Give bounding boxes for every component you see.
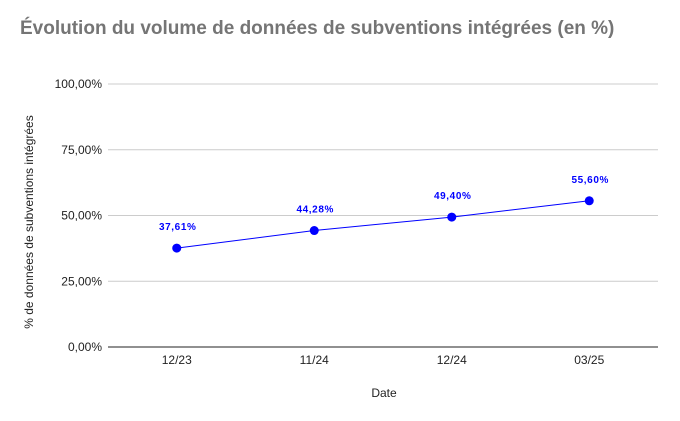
data-label: 44,28% (296, 205, 334, 216)
chart-title: Évolution du volume de données de subven… (20, 18, 615, 39)
x-axis-label: Date (371, 386, 397, 400)
data-label: 37,61% (159, 222, 197, 233)
series-group (172, 196, 594, 253)
data-point (309, 226, 319, 236)
y-tick-label: 75,00% (61, 143, 102, 157)
x-tick-label: 12/24 (437, 353, 467, 367)
data-label: 49,40% (434, 191, 472, 202)
data-point (584, 196, 594, 206)
y-tick-label: 25,00% (61, 274, 102, 288)
data-label: 55,60% (571, 175, 609, 186)
x-axis-ticks: 12/23 11/24 12/24 03/25 (162, 353, 605, 367)
y-tick-label: 50,00% (61, 209, 102, 223)
y-axis-ticks: 0,00% 25,00% 50,00% 75,00% 100,00% (55, 77, 103, 354)
data-point (172, 243, 182, 253)
x-tick-label: 12/23 (162, 353, 192, 367)
x-tick-label: 11/24 (300, 353, 329, 367)
y-axis-label: % de données de subventions intégrées (22, 115, 36, 329)
gridlines (108, 83, 658, 282)
data-point (447, 212, 457, 222)
y-tick-label: 0,00% (68, 340, 102, 354)
y-tick-label: 100,00% (55, 77, 103, 91)
data-labels: 37,61% 44,28% 49,40% 55,60% (159, 175, 609, 233)
series-line (176, 200, 590, 249)
x-tick-label: 03/25 (574, 353, 604, 367)
